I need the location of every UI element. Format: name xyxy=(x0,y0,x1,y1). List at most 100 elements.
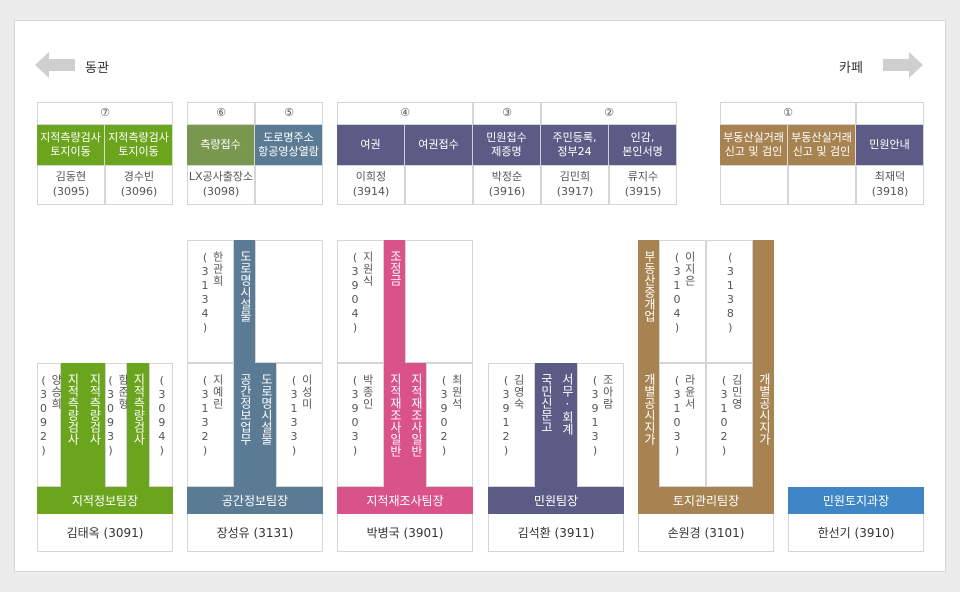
desk: 조아람 (3913) xyxy=(577,363,624,487)
counter-title: 여권 xyxy=(337,125,405,165)
desk: 김민영 (3102) xyxy=(706,363,753,487)
counter-staff: 박정순 (3916) xyxy=(473,165,541,205)
desk: 도로명시설물 xyxy=(234,240,255,363)
counter-staff: 김민희 (3917) xyxy=(541,165,609,205)
counter-title: 주민등록, 정부24 xyxy=(541,125,609,165)
desk-label: 부동산중개업 xyxy=(642,250,657,322)
counter-number: ⑦ xyxy=(37,102,173,125)
counter-staff: 경수빈 (3096) xyxy=(105,165,173,205)
desk-label: 지적재조사일반 xyxy=(409,373,424,457)
counter-title: 민원접수 제증명 xyxy=(473,125,541,165)
desk-label: 양승희 (3092) xyxy=(37,374,63,458)
team-label: 토지관리팀장 xyxy=(638,487,774,514)
counter-staff: 이희정 (3914) xyxy=(337,165,405,205)
desk: 지적측량검사 xyxy=(127,363,149,487)
counter-staff: LX공사출장소 (3098) xyxy=(187,165,255,205)
desk: (3138) xyxy=(706,240,753,363)
desk-label: 지예린 (3132) xyxy=(198,374,225,458)
desk: 공간정보업무 xyxy=(234,363,255,487)
arrow-right-icon xyxy=(883,52,923,78)
desk-label: 함준형 (3093) xyxy=(104,374,130,458)
counter-staff: 김동현 (3095) xyxy=(37,165,105,205)
counter-number xyxy=(856,102,924,125)
desk: 이지은 (3104) xyxy=(659,240,706,363)
team-head: 손원경 (3101) xyxy=(638,514,774,552)
desk-label: 한관희 (3134) xyxy=(198,251,225,335)
team-head: 김태옥 (3091) xyxy=(37,514,173,552)
counter-title: 측량접수 xyxy=(187,125,255,165)
arrow-left-icon xyxy=(35,52,75,78)
desk: 함준형 (3093) xyxy=(104,363,130,487)
counter-staff xyxy=(788,165,856,205)
counter-title: 여권접수 xyxy=(405,125,473,165)
desk-label: 공간정보업무 xyxy=(238,373,253,445)
desk: 도로명시설물 xyxy=(255,363,276,487)
team-head: 장성유 (3131) xyxy=(187,514,323,552)
desk: 지원식 (3904) xyxy=(337,240,384,363)
desk-label: 이지은 (3104) xyxy=(670,251,697,335)
team-label: 공간정보팀장 xyxy=(187,487,323,514)
counter-number: ⑤ xyxy=(255,102,323,125)
counter-number: ④ xyxy=(337,102,473,125)
desk: 지예린 (3132) xyxy=(187,363,234,487)
desk-label: 김영숙 (3912) xyxy=(499,374,526,458)
desk-label: 국민신문고 xyxy=(539,373,554,433)
desk-label: 박종인 (3903) xyxy=(348,374,375,458)
desk: 부동산중개업 xyxy=(638,240,659,363)
desk-label: 도로명시설물 xyxy=(238,250,253,322)
desk-label: 지적재조사일반 xyxy=(388,373,403,457)
counter-title: 민원안내 xyxy=(856,125,924,165)
desk-label: 이성미 (3133) xyxy=(287,374,314,458)
team-head: 박병국 (3901) xyxy=(337,514,473,552)
desk xyxy=(405,240,473,363)
counter-staff xyxy=(255,165,323,205)
desk-label: 개별공시지가 xyxy=(757,373,772,445)
counter-number: ③ xyxy=(473,102,541,125)
desk: (3094) xyxy=(149,363,173,487)
counter-title: 지적측량검사 토지이동 xyxy=(37,125,105,165)
desk-label: 김민영 (3102) xyxy=(717,374,744,458)
counter-title: 부동산실거래 신고 및 검인 xyxy=(720,125,788,165)
desk: 양승희 (3092) xyxy=(37,363,63,487)
desk: 개별공시지가 xyxy=(638,363,659,487)
desk: 김영숙 (3912) xyxy=(488,363,535,487)
desk: 서무·회계 xyxy=(556,363,577,487)
team-label: 민원팀장 xyxy=(488,487,624,514)
seating-diagram: 동관 카페 ⑦ 지적측량검사 토지이동 김동현 (3095) 지적측량검사 토지이동 경수빈… xyxy=(15,21,945,571)
desk: 박종인 (3903) xyxy=(337,363,384,487)
counter-staff xyxy=(405,165,473,205)
floor-map-panel: 동관 카페 ⑦ 지적측량검사 토지이동 김동현 (3095) 지적측량검사 토지이동 경수빈… xyxy=(14,20,946,572)
desk-label: 조정금 xyxy=(388,250,403,286)
desk-label: 개별공시지가 xyxy=(642,373,657,445)
counter-title: 부동산실거래 신고 및 검인 xyxy=(788,125,856,165)
team-head: 김석환 (3911) xyxy=(488,514,624,552)
desk: 지적측량검사 xyxy=(61,363,83,487)
desk-label: (3138) xyxy=(723,251,737,335)
desk-label: 지적측량검사 xyxy=(87,373,102,445)
team-label: 지적재조사팀장 xyxy=(337,487,473,514)
desk: 라윤서 (3103) xyxy=(659,363,706,487)
desk: 최원석 (3902) xyxy=(426,363,473,487)
team-label: 지적정보팀장 xyxy=(37,487,173,514)
counter-staff: 류지수 (3915) xyxy=(609,165,677,205)
desk: 지적재조사일반 xyxy=(384,363,405,487)
counter-number: ⑥ xyxy=(187,102,255,125)
counter-title: 지적측량검사 토지이동 xyxy=(105,125,173,165)
desk-label: (3094) xyxy=(155,374,169,458)
desk-label: 최원석 (3902) xyxy=(437,374,464,458)
desk-label: 지적측량검사 xyxy=(65,373,80,445)
desk xyxy=(753,240,774,363)
desk: 조정금 xyxy=(384,240,405,363)
team-label: 민원토지과장 xyxy=(788,487,924,514)
desk-label: 라윤서 (3103) xyxy=(670,374,697,458)
desk-label: 지원식 (3904) xyxy=(348,251,375,335)
nav-right-label: 카페 xyxy=(839,61,863,76)
desk-label: 지적측량검사 xyxy=(131,373,146,445)
counter-title: 인감, 본인서명 xyxy=(609,125,677,165)
desk: 개별공시지가 xyxy=(753,363,774,487)
nav-left-label: 동관 xyxy=(85,61,109,76)
desk: 이성미 (3133) xyxy=(276,363,323,487)
counter-staff: 최재덕 (3918) xyxy=(856,165,924,205)
desk: 국민신문고 xyxy=(535,363,556,487)
desk-label: 조아람 (3913) xyxy=(588,374,615,458)
